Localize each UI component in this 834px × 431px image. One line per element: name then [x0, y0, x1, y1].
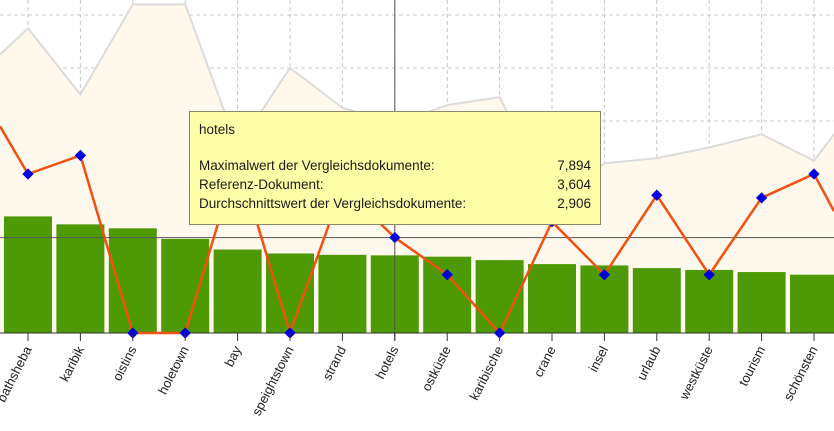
bar-crane	[528, 264, 576, 333]
tooltip-label-max: Maximalwert der Vergleichsdokumente:	[199, 158, 435, 173]
tooltip-value-average: 2,906	[557, 196, 591, 211]
x-tick-label: insel	[586, 343, 612, 374]
bar-westküste	[685, 269, 734, 333]
bar-strand	[318, 254, 367, 333]
tooltip-row-reference: Referenz-Dokument: 3,604	[199, 175, 591, 194]
x-tick-label: bathsheba	[0, 343, 35, 405]
line-point-tourism	[755, 192, 768, 204]
x-tick-label: karibik	[57, 343, 88, 384]
line-point-urlaub	[651, 189, 663, 201]
bar-karibik	[56, 224, 105, 333]
line-point-hotels	[389, 231, 401, 244]
bar-oistins	[108, 228, 157, 333]
bar-holetown	[161, 238, 210, 333]
x-tick-label: tourism	[736, 344, 769, 389]
bar-tourism	[737, 272, 786, 333]
bar-urlaub	[632, 268, 681, 333]
x-tick-label: hotels	[372, 343, 401, 381]
x-tick-label: urlaub	[634, 344, 664, 383]
bar-bathsheba	[4, 216, 52, 333]
x-tick-label: crane	[531, 344, 559, 380]
x-tick-label: oistins	[109, 343, 139, 383]
tooltip-value-reference: 3,604	[557, 177, 591, 192]
line-point-insel	[598, 269, 611, 281]
line-point-schönsten	[808, 168, 820, 180]
bar-speightstown	[266, 253, 314, 333]
hover-tooltip: hotels Maximalwert der Vergleichsdokumen…	[189, 111, 601, 225]
tooltip-title: hotels	[199, 122, 236, 137]
x-tick-label: holetown	[155, 344, 192, 397]
x-tick-label: speightstown	[249, 344, 297, 418]
tooltip-label-average: Durchschnittswert der Vergleichsdokument…	[199, 196, 467, 211]
x-tick-label: bay	[221, 343, 244, 369]
x-tick-label: westküste	[676, 344, 716, 403]
x-tick-label: karibische	[466, 344, 506, 403]
bar-schönsten	[790, 274, 834, 333]
x-tick-label: schönsten	[780, 344, 820, 404]
tooltip-row-max: Maximalwert der Vergleichsdokumente: 7,8…	[199, 156, 591, 175]
tooltip-value-max: 7,894	[557, 158, 591, 173]
line-series	[0, 125, 834, 337]
tooltip-row-average: Durchschnittswert der Vergleichsdokument…	[199, 194, 591, 213]
x-tick-label: ostküste	[419, 344, 454, 394]
x-tick-label: strand	[319, 344, 349, 383]
line-point-westküste	[703, 269, 715, 281]
line-point-ostküste	[441, 269, 453, 281]
tooltip-label-reference: Referenz-Dokument:	[199, 177, 324, 192]
bar-bay	[213, 249, 262, 333]
